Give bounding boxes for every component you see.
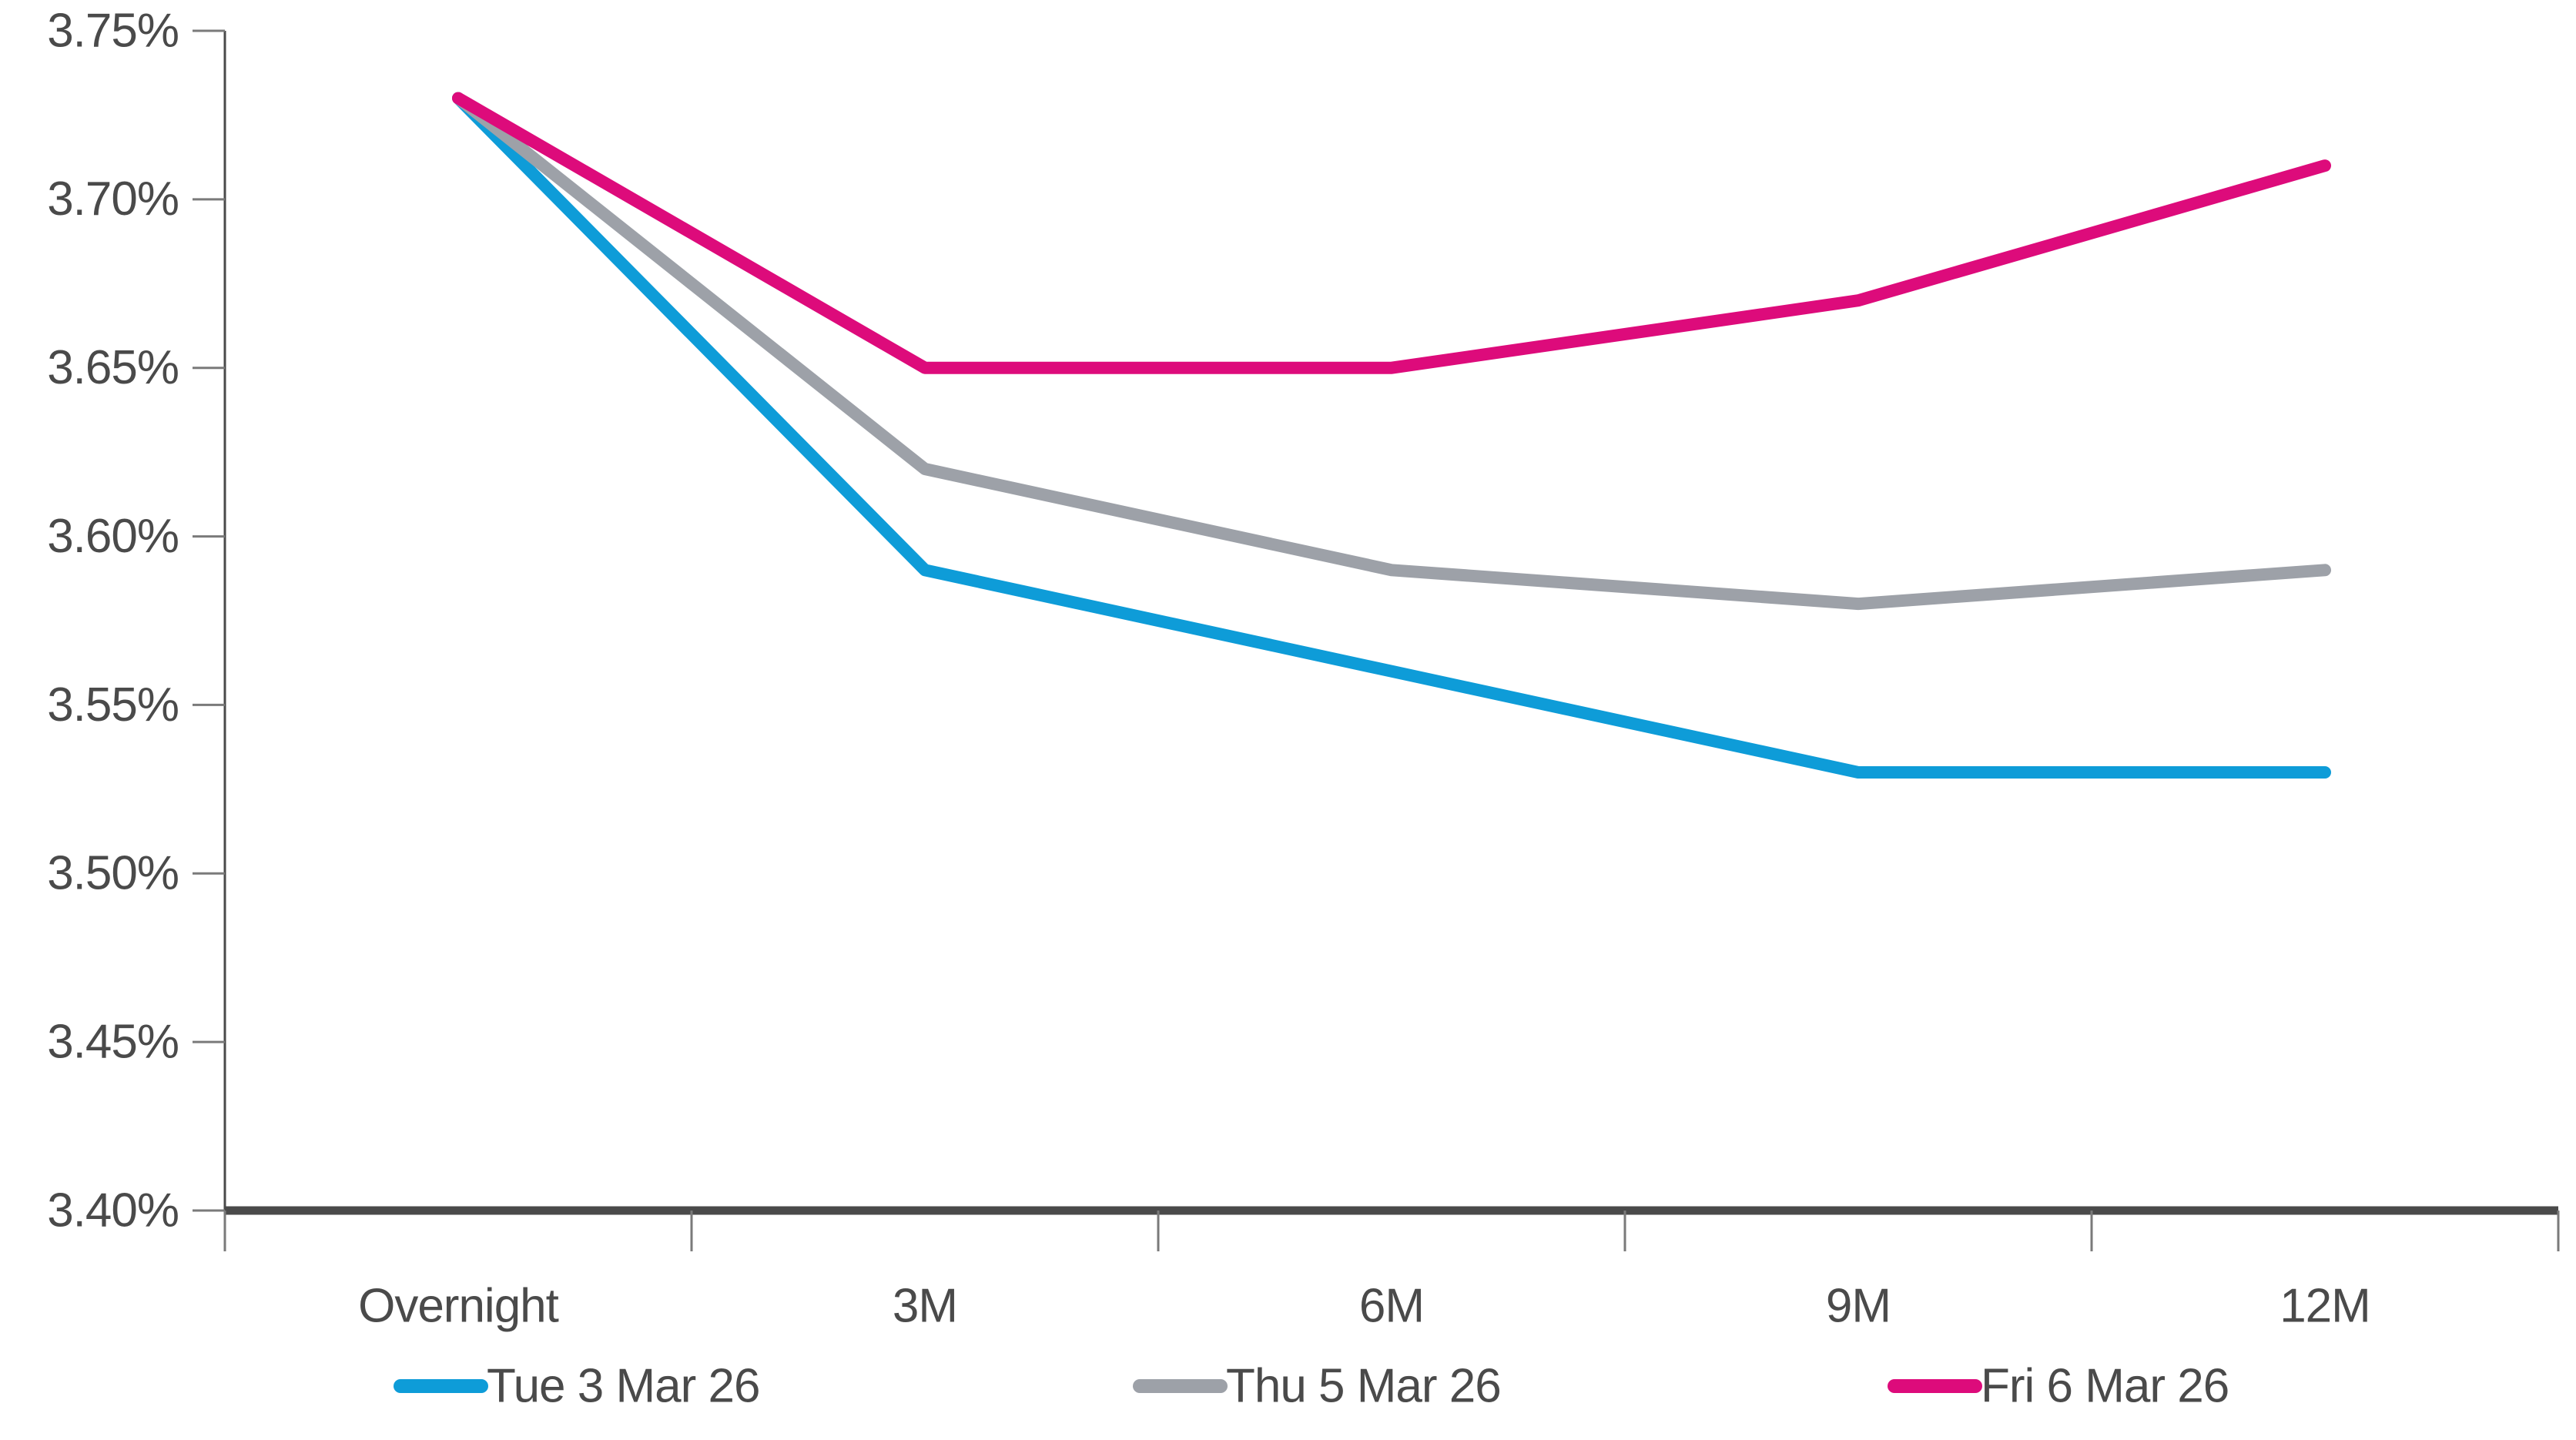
x-tick-label: 12M: [2280, 1279, 2370, 1332]
legend-label: Fri 6 Mar 26: [1981, 1359, 2229, 1412]
y-tick-label: 3.70%: [47, 172, 179, 226]
series-line: [452, 92, 2331, 779]
y-axis-ticks: [193, 29, 225, 1212]
y-tick-label: 3.65%: [47, 341, 179, 394]
x-tick-label: 3M: [893, 1279, 957, 1332]
y-tick-label: 3.75%: [47, 4, 179, 57]
series-line: [452, 92, 2331, 374]
y-tick-label: 3.45%: [47, 1016, 179, 1069]
x-tick-label: 9M: [1826, 1279, 1891, 1332]
y-tick-label: 3.55%: [47, 678, 179, 732]
legend-label: Thu 5 Mar 26: [1226, 1359, 1501, 1412]
x-tick-label: Overnight: [358, 1279, 559, 1332]
y-axis-tick-labels: 3.40% 3.45% 3.50% 3.55% 3.60% 3.65% 3.70% 3.75%: [47, 4, 179, 1237]
x-tick-label: 6M: [1359, 1279, 1424, 1332]
y-tick-label: 3.50%: [47, 847, 179, 900]
series-line: [452, 92, 2331, 611]
y-tick-label: 3.60%: [47, 510, 179, 563]
x-axis-tick-labels: Overnight 3M 6M 9M 12M: [358, 1279, 2371, 1332]
x-axis-ticks: [223, 1211, 2560, 1251]
legend-label: Tue 3 Mar 26: [487, 1359, 759, 1412]
chart-legend: Tue 3 Mar 26 Thu 5 Mar 26 Fri 6 Mar 26: [394, 1359, 2229, 1412]
series-lines: [452, 92, 2331, 779]
y-tick-label: 3.40%: [47, 1184, 179, 1237]
